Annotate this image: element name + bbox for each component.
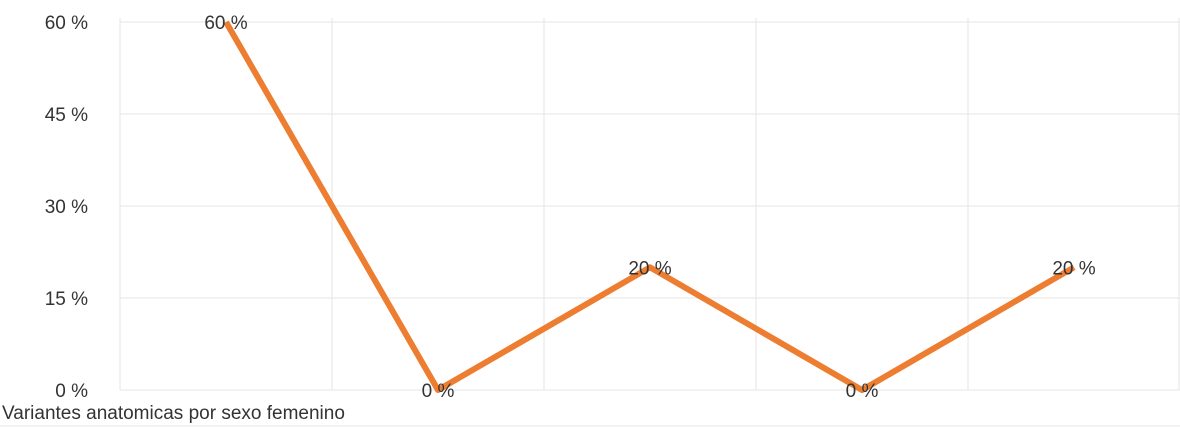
line [223, 20, 1076, 393]
y-tick-label: 15 % [45, 289, 88, 310]
data-label: 20 % [1052, 258, 1095, 279]
data-label: 20 % [628, 258, 671, 279]
y-tick-label: 30 % [45, 197, 88, 218]
y-tick-label: 0 % [55, 381, 88, 402]
data-label: 60 % [204, 13, 247, 34]
data-label: 0 % [846, 381, 879, 402]
chart-title: Variantes anatomicas por sexo femenino [2, 403, 345, 424]
y-tick-label: 45 % [45, 105, 88, 126]
y-tick-label: 60 % [45, 13, 88, 34]
data-label: 0 % [422, 381, 455, 402]
